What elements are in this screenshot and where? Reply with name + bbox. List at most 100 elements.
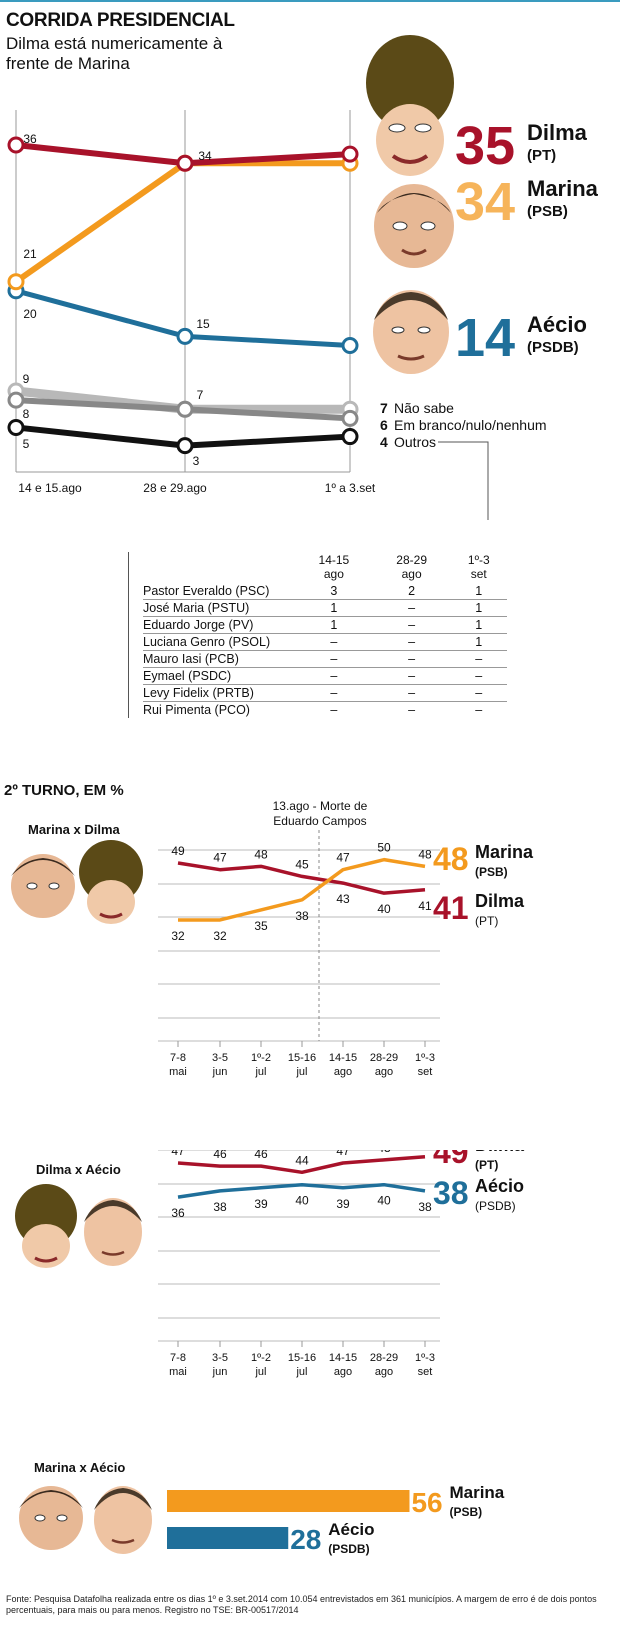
data-label-dilma: 46	[213, 1150, 227, 1161]
point-label-outros: 5	[23, 437, 30, 451]
data-label-dilma: 47	[171, 1150, 185, 1158]
data-label-aecio: 38	[418, 1200, 432, 1214]
data-point-em-branco-nulo-nenhum	[341, 409, 359, 427]
legend-label: Outros	[394, 434, 436, 450]
data-label-dilma: 46	[254, 1150, 268, 1161]
x-tick-label: 1º-2	[251, 1052, 271, 1064]
dilma-caricature-icon	[15, 1184, 77, 1268]
table-cell: 1	[450, 616, 507, 634]
x-tick-label: set	[418, 1066, 433, 1078]
table-col-header: 28-29 ago	[396, 553, 427, 581]
marina-big-name: Marina	[527, 176, 599, 201]
marina-aecio-bar-chart: 56 Marina (PSB) 28 Aécio (PSDB)	[167, 1483, 505, 1556]
series-line-marina	[14, 160, 350, 285]
second-round-title: 2º TURNO, EM %	[4, 782, 124, 799]
table-cell: –	[372, 616, 451, 634]
table-row: Eymael (PSDC) – – –	[143, 667, 507, 685]
data-label-dilma: 44	[295, 1153, 309, 1167]
data-label-dilma: 49	[418, 1150, 432, 1152]
point-label-dilma: 34	[198, 149, 212, 163]
x-tick-label: ago	[334, 1366, 352, 1378]
table-row: Rui Pimenta (PCO) – – –	[143, 702, 507, 719]
big-value-dilma: 49	[433, 1150, 469, 1170]
big-party-marina: (PSB)	[475, 865, 508, 879]
bar-value-aecio: 28	[290, 1524, 321, 1555]
table-cell: –	[450, 650, 507, 668]
x-tick-label: jun	[212, 1366, 228, 1378]
point-label-marina: 21	[23, 247, 37, 261]
point-label-em-branco-nulo-nenhum: 8	[23, 407, 30, 421]
x-tick-label: 3-5	[212, 1052, 228, 1064]
marina-caricature-icon	[19, 1486, 83, 1550]
data-label-aecio: 39	[254, 1197, 268, 1211]
data-label-dilma: 43	[336, 892, 350, 906]
big-party-dilma: (PT)	[475, 914, 498, 928]
aecio-caricature-icon	[84, 1198, 142, 1266]
point-label-outros: 3	[193, 454, 200, 468]
aecio-big-value: 14	[455, 308, 515, 368]
x-tick-label: mai	[169, 1066, 187, 1078]
legend-value: 4	[380, 434, 388, 450]
page-subtitle: Dilma está numericamente à frente de Mar…	[6, 34, 223, 73]
x-tick-label: jul	[254, 1366, 266, 1378]
table-row-candidate: Eymael (PSDC)	[143, 667, 295, 685]
table-cell: –	[295, 667, 373, 685]
annotation-text: Eduardo Campos	[273, 814, 366, 828]
x-tick-label: 1º a 3.set	[325, 481, 376, 495]
table-cell: –	[450, 684, 507, 702]
dilma-big-value: 35	[455, 116, 515, 176]
x-tick-label: ago	[334, 1066, 352, 1078]
legend-value: 7	[380, 400, 388, 416]
big-value-aecio: 38	[433, 1175, 469, 1211]
data-point-dilma	[7, 136, 25, 154]
point-label-aecio: 15	[196, 317, 210, 331]
series-line-marina	[178, 857, 426, 922]
x-tick-label: 15-16	[288, 1352, 316, 1364]
x-tick-label: 7-8	[170, 1052, 186, 1064]
data-point-outros	[341, 428, 359, 446]
big-name-dilma: Dilma	[475, 1150, 525, 1155]
series-line-aecio	[177, 1182, 426, 1199]
data-label-aecio: 40	[377, 1194, 391, 1208]
x-tick-label: jun	[212, 1066, 228, 1078]
x-tick-label: 28-29	[370, 1052, 398, 1064]
table-row: Mauro Iasi (PCB) – – –	[143, 650, 507, 668]
data-label-marina: 32	[213, 929, 227, 943]
table-body: Pastor Everaldo (PSC) 3 2 1 José Maria (PSTU…	[143, 583, 507, 718]
dilma-caricature-icon	[79, 840, 143, 924]
first-round-chart: 36 34 21 20 15 9 7 8 5 3 14 e 15.ago 28 e 29.ago 1º …	[7, 110, 547, 520]
bar-name-marina: Marina	[449, 1483, 504, 1502]
table-cell: 1	[450, 633, 507, 651]
series-line-dilma	[177, 1155, 426, 1175]
data-label-dilma: 49	[171, 844, 185, 858]
data-point-aecio	[176, 327, 194, 345]
dilma-aecio-title: Dilma x Aécio	[36, 1162, 121, 1177]
big-value-dilma: 41	[433, 890, 469, 926]
big-name-marina: Marina	[475, 842, 534, 862]
bar-aecio	[167, 1527, 289, 1549]
x-tick-label: 3-5	[212, 1352, 228, 1364]
marina-aecio-title: Marina x Aécio	[34, 1460, 126, 1475]
table-cell: –	[330, 703, 338, 717]
table-row: Luciana Genro (PSOL) – –1	[143, 633, 507, 651]
bar-value-marina: 56	[411, 1487, 442, 1518]
data-label-dilma: 47	[336, 1150, 350, 1158]
x-tick-label: 14-15	[329, 1052, 357, 1064]
data-label-dilma: 40	[377, 902, 391, 916]
point-label-nao-sabe: 9	[23, 372, 30, 386]
top-rule	[0, 0, 620, 2]
x-tick-label: 1º-2	[251, 1352, 271, 1364]
aecio-caricature-icon	[373, 290, 449, 374]
data-label-marina: 35	[254, 919, 268, 933]
data-point-outros	[176, 437, 194, 455]
x-tick-label: jul	[254, 1066, 266, 1078]
data-label-aecio: 39	[336, 1197, 350, 1211]
data-point-aecio	[341, 336, 359, 354]
legend-value: 6	[380, 417, 388, 433]
data-label-marina: 38	[295, 909, 309, 923]
data-label-dilma: 48	[254, 847, 268, 861]
x-tick-label: 1º-3	[415, 1352, 435, 1364]
table-cell: 2	[372, 583, 451, 600]
x-tick-label: mai	[169, 1366, 187, 1378]
